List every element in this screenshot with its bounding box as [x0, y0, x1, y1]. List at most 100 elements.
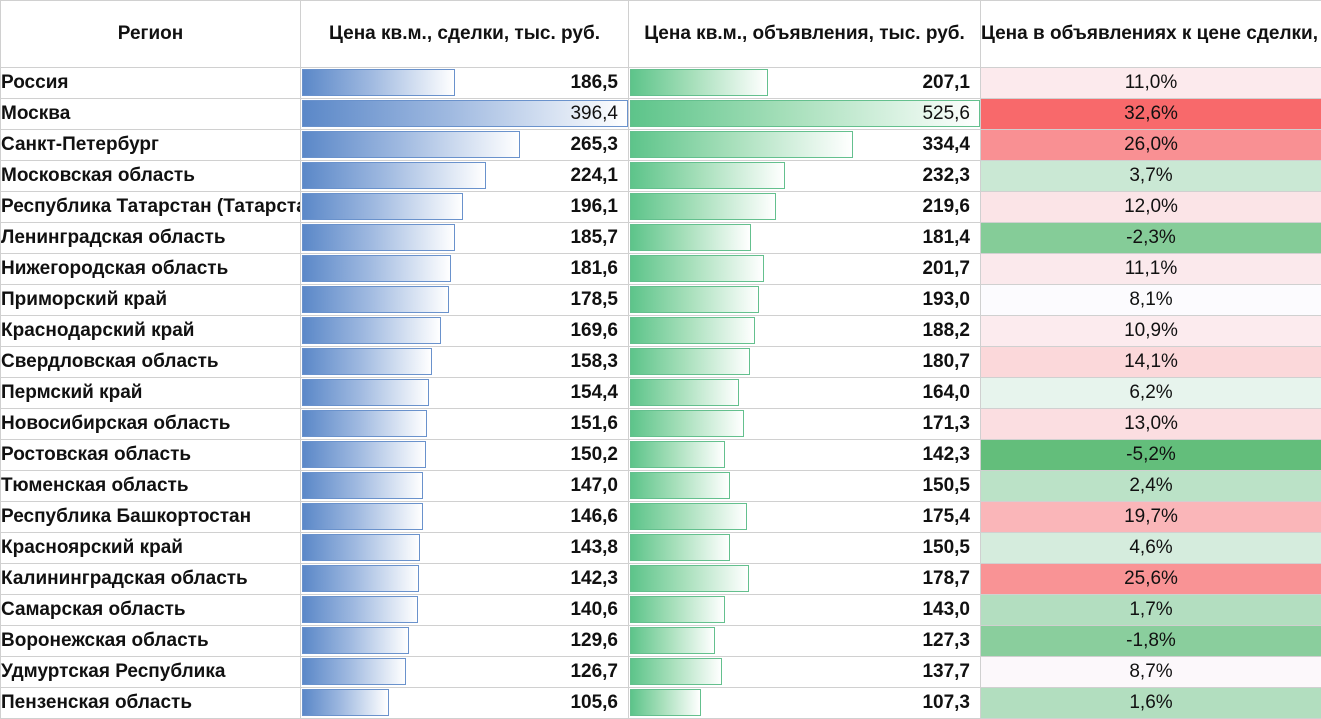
header-region[interactable]: Регион	[0, 0, 301, 68]
region-cell[interactable]: Санкт-Петербург	[0, 129, 301, 161]
deal-price-cell[interactable]: 142,3	[300, 563, 629, 595]
listing-price-cell[interactable]: 142,3	[628, 439, 981, 471]
header-listing-price[interactable]: Цена кв.м., объявления, тыс. руб.	[628, 0, 981, 68]
region-cell[interactable]: Красноярский край	[0, 532, 301, 564]
region-cell[interactable]: Удмуртская Республика	[0, 656, 301, 688]
region-cell[interactable]: Ленинградская область	[0, 222, 301, 254]
region-cell[interactable]: Нижегородская область	[0, 253, 301, 285]
listing-price-value: 232,3	[922, 165, 970, 186]
listing-price-cell[interactable]: 107,3	[628, 687, 981, 719]
region-cell[interactable]: Воронежская область	[0, 625, 301, 657]
table-row: Приморский край 178,5 193,0 8,1%	[0, 284, 1321, 316]
deal-price-bar	[302, 69, 455, 96]
listing-price-cell[interactable]: 180,7	[628, 346, 981, 378]
listing-price-cell[interactable]: 150,5	[628, 532, 981, 564]
deal-price-cell[interactable]: 147,0	[300, 470, 629, 502]
table-row: Калининградская область 142,3 178,7 25,6%	[0, 563, 1321, 595]
listing-price-cell[interactable]: 178,7	[628, 563, 981, 595]
region-cell[interactable]: Республика Башкортостан	[0, 501, 301, 533]
ratio-cell[interactable]: 2,4%	[980, 470, 1321, 502]
region-cell[interactable]: Республика Татарстан (Татарстан)	[0, 191, 301, 223]
table-row: Москва 396,4 525,6 32,6%	[0, 98, 1321, 130]
listing-price-cell[interactable]: 207,1	[628, 67, 981, 99]
listing-price-cell[interactable]: 181,4	[628, 222, 981, 254]
deal-price-value: 181,6	[570, 258, 618, 279]
region-cell[interactable]: Россия	[0, 67, 301, 99]
listing-price-bar	[630, 162, 785, 189]
listing-price-cell[interactable]: 150,5	[628, 470, 981, 502]
region-cell[interactable]: Новосибирская область	[0, 408, 301, 440]
listing-price-cell[interactable]: 232,3	[628, 160, 981, 192]
ratio-cell[interactable]: 26,0%	[980, 129, 1321, 161]
listing-price-cell[interactable]: 137,7	[628, 656, 981, 688]
ratio-cell[interactable]: 19,7%	[980, 501, 1321, 533]
deal-price-cell[interactable]: 154,4	[300, 377, 629, 409]
listing-price-cell[interactable]: 201,7	[628, 253, 981, 285]
region-cell[interactable]: Калининградская область	[0, 563, 301, 595]
ratio-cell[interactable]: 3,7%	[980, 160, 1321, 192]
deal-price-cell[interactable]: 181,6	[300, 253, 629, 285]
ratio-cell[interactable]: 13,0%	[980, 408, 1321, 440]
listing-price-cell[interactable]: 525,6	[628, 98, 981, 130]
listing-price-cell[interactable]: 175,4	[628, 501, 981, 533]
region-cell[interactable]: Самарская область	[0, 594, 301, 626]
listing-price-cell[interactable]: 219,6	[628, 191, 981, 223]
deal-price-cell[interactable]: 150,2	[300, 439, 629, 471]
listing-price-value: 107,3	[922, 692, 970, 713]
deal-price-cell[interactable]: 396,4	[300, 98, 629, 130]
region-cell[interactable]: Пермский край	[0, 377, 301, 409]
region-cell[interactable]: Пензенская область	[0, 687, 301, 719]
deal-price-cell[interactable]: 196,1	[300, 191, 629, 223]
deal-price-cell[interactable]: 143,8	[300, 532, 629, 564]
ratio-cell[interactable]: 8,1%	[980, 284, 1321, 316]
region-cell[interactable]: Москва	[0, 98, 301, 130]
ratio-cell[interactable]: 25,6%	[980, 563, 1321, 595]
ratio-cell[interactable]: 6,2%	[980, 377, 1321, 409]
deal-price-cell[interactable]: 178,5	[300, 284, 629, 316]
ratio-cell[interactable]: 4,6%	[980, 532, 1321, 564]
deal-price-value: 151,6	[570, 413, 618, 434]
header-deal-price[interactable]: Цена кв.м., сделки, тыс. руб.	[300, 0, 629, 68]
region-cell[interactable]: Приморский край	[0, 284, 301, 316]
deal-price-cell[interactable]: 129,6	[300, 625, 629, 657]
listing-price-cell[interactable]: 334,4	[628, 129, 981, 161]
region-cell[interactable]: Тюменская область	[0, 470, 301, 502]
deal-price-cell[interactable]: 158,3	[300, 346, 629, 378]
listing-price-cell[interactable]: 188,2	[628, 315, 981, 347]
ratio-cell[interactable]: -2,3%	[980, 222, 1321, 254]
listing-price-cell[interactable]: 127,3	[628, 625, 981, 657]
ratio-cell[interactable]: 11,1%	[980, 253, 1321, 285]
ratio-cell[interactable]: 8,7%	[980, 656, 1321, 688]
region-cell[interactable]: Московская область	[0, 160, 301, 192]
table-row: Пензенская область 105,6 107,3 1,6%	[0, 687, 1321, 719]
ratio-cell[interactable]: 1,7%	[980, 594, 1321, 626]
deal-price-cell[interactable]: 105,6	[300, 687, 629, 719]
ratio-cell[interactable]: 1,6%	[980, 687, 1321, 719]
deal-price-cell[interactable]: 265,3	[300, 129, 629, 161]
region-cell[interactable]: Ростовская область	[0, 439, 301, 471]
deal-price-cell[interactable]: 140,6	[300, 594, 629, 626]
region-cell[interactable]: Краснодарский край	[0, 315, 301, 347]
listing-price-value: 201,7	[922, 258, 970, 279]
listing-price-cell[interactable]: 164,0	[628, 377, 981, 409]
listing-price-cell[interactable]: 193,0	[628, 284, 981, 316]
header-ratio[interactable]: Цена в объявлениях к цене сделки, %	[980, 0, 1321, 68]
deal-price-cell[interactable]: 186,5	[300, 67, 629, 99]
deal-price-bar	[302, 503, 423, 530]
deal-price-cell[interactable]: 224,1	[300, 160, 629, 192]
ratio-cell[interactable]: -1,8%	[980, 625, 1321, 657]
ratio-cell[interactable]: 10,9%	[980, 315, 1321, 347]
ratio-cell[interactable]: 32,6%	[980, 98, 1321, 130]
deal-price-cell[interactable]: 151,6	[300, 408, 629, 440]
ratio-cell[interactable]: -5,2%	[980, 439, 1321, 471]
ratio-cell[interactable]: 11,0%	[980, 67, 1321, 99]
deal-price-cell[interactable]: 126,7	[300, 656, 629, 688]
ratio-cell[interactable]: 12,0%	[980, 191, 1321, 223]
listing-price-cell[interactable]: 171,3	[628, 408, 981, 440]
deal-price-cell[interactable]: 185,7	[300, 222, 629, 254]
deal-price-cell[interactable]: 146,6	[300, 501, 629, 533]
deal-price-cell[interactable]: 169,6	[300, 315, 629, 347]
region-cell[interactable]: Свердловская область	[0, 346, 301, 378]
ratio-cell[interactable]: 14,1%	[980, 346, 1321, 378]
listing-price-cell[interactable]: 143,0	[628, 594, 981, 626]
